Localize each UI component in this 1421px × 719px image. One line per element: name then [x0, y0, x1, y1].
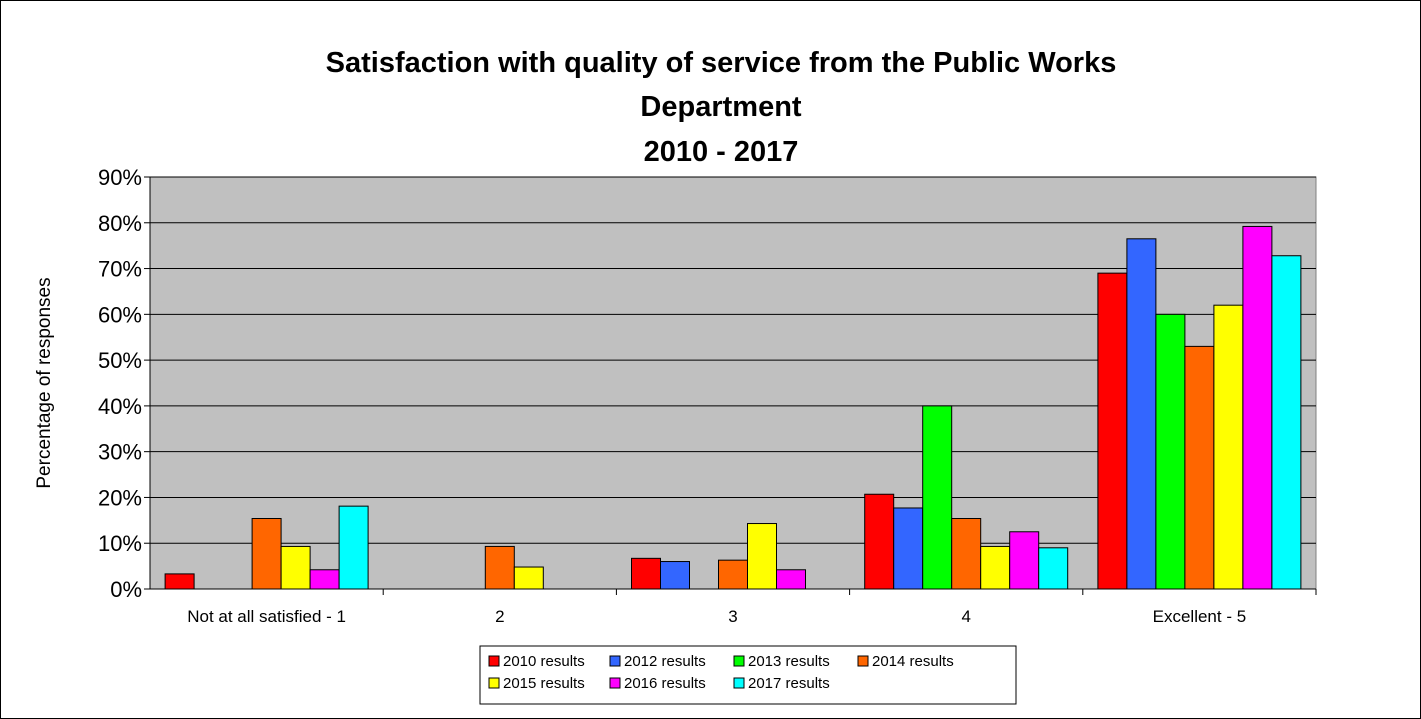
y-tick-label: 0%: [110, 577, 142, 602]
bar: [980, 545, 1011, 590]
chart-title-line-2: Department: [640, 91, 801, 123]
legend-swatch: [609, 677, 621, 689]
y-tick-label: 80%: [98, 211, 142, 236]
legend-label: 2017 results: [748, 675, 830, 692]
y-tick-label: 30%: [98, 440, 142, 465]
legend-swatch: [488, 677, 500, 689]
bar: [747, 523, 777, 590]
y-tick-label: 50%: [98, 348, 142, 373]
bar: [164, 573, 195, 590]
chart-title-line-1: Satisfaction with quality of service fro…: [326, 47, 1117, 79]
y-axis-label: Percentage of responses: [34, 277, 55, 488]
legend-item: 2015 results: [488, 675, 585, 692]
bar: [1242, 225, 1273, 590]
y-tick-labels: 0% 10% 20% 30% 40% 50% 60% 70% 80% 90%: [98, 165, 142, 602]
legend-swatch: [488, 655, 500, 667]
legend-label: 2010 results: [503, 653, 585, 670]
bars: [164, 225, 1302, 590]
bar: [1184, 345, 1215, 590]
bar: [1126, 238, 1157, 590]
bar: [631, 557, 661, 590]
bar: [513, 566, 544, 590]
x-category-label: 3: [728, 607, 737, 626]
legend-item: 2012 results: [609, 653, 706, 670]
legend-swatch: [609, 655, 621, 667]
bar: [251, 518, 282, 590]
legend-item: 2017 results: [733, 675, 830, 692]
bar: [1213, 304, 1244, 590]
bar: [893, 507, 924, 590]
legend-item: 2013 results: [733, 653, 830, 670]
bar: [718, 559, 748, 590]
y-tick-label: 70%: [98, 257, 142, 282]
bar: [776, 569, 806, 590]
x-category-label: 2: [495, 607, 504, 626]
legend-item: 2010 results: [488, 653, 585, 670]
chart-title: Satisfaction with quality of service fro…: [326, 47, 1117, 168]
bar: [484, 545, 515, 590]
legend-label: 2015 results: [503, 675, 585, 692]
x-category-label: 4: [961, 607, 970, 626]
axes: [144, 176, 1317, 595]
y-tick-label: 40%: [98, 394, 142, 419]
y-tick-label: 60%: [98, 302, 142, 327]
bar: [660, 561, 690, 590]
legend-label: 2013 results: [748, 653, 830, 670]
legend-label: 2012 results: [624, 653, 706, 670]
bar: [951, 518, 982, 590]
bar: [338, 505, 369, 590]
bar: [309, 569, 340, 590]
legend: 2010 results 2012 results 2013 results 2014…: [479, 645, 1017, 705]
bar: [864, 493, 895, 590]
legend-item: 2016 results: [609, 675, 706, 692]
x-category-labels: Not at all satisfied - 1 2 3 4 Excellent - 5: [187, 607, 1246, 626]
chart-title-line-3: 2010 - 2017: [644, 136, 799, 168]
bar: [922, 405, 953, 590]
bar: [1271, 255, 1302, 590]
bar: [1038, 547, 1069, 590]
bar: [1155, 313, 1186, 590]
x-category-label: Excellent - 5: [1153, 607, 1247, 626]
y-tick-label: 20%: [98, 485, 142, 510]
y-tick-label: 90%: [98, 165, 142, 190]
legend-item: 2014 results: [857, 653, 954, 670]
legend-swatch: [733, 655, 745, 667]
legend-swatch: [733, 677, 745, 689]
legend-label: 2014 results: [872, 653, 954, 670]
legend-swatch: [857, 655, 869, 667]
bar: [1009, 531, 1040, 590]
bar: [280, 545, 311, 590]
legend-box: [479, 645, 1017, 705]
legend-label: 2016 results: [624, 675, 706, 692]
x-category-label: Not at all satisfied - 1: [187, 607, 346, 626]
bar: [1097, 272, 1128, 590]
y-tick-label: 10%: [98, 531, 142, 556]
